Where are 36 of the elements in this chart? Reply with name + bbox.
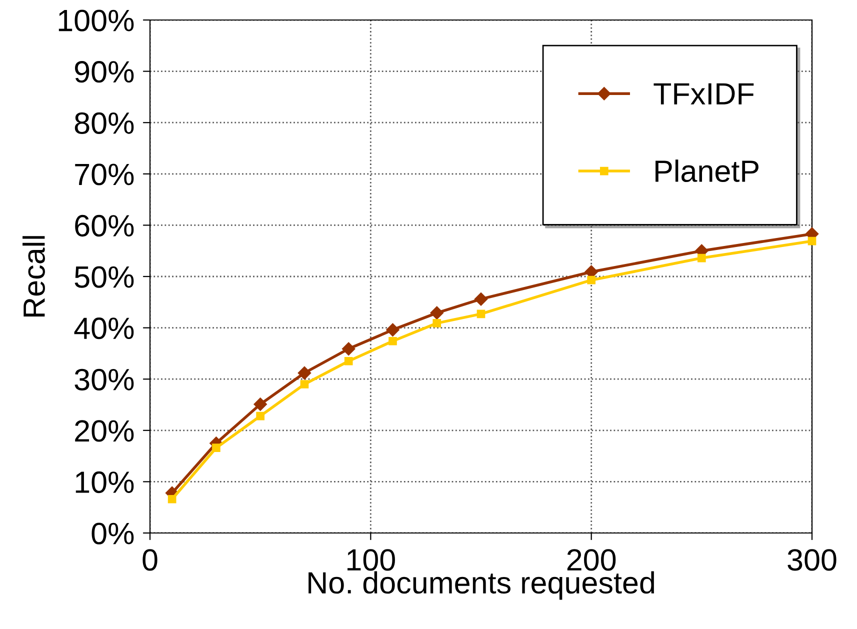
- y-tick-label: 10%: [76, 471, 134, 494]
- point: [587, 276, 596, 284]
- y-tick-label: 0%: [92, 522, 134, 544]
- x-tick-label: 0: [142, 549, 158, 571]
- y-tick-label: 20%: [75, 420, 134, 442]
- point: [432, 319, 442, 328]
- y-tick-label: 80%: [74, 112, 134, 134]
- x-tick-label: 200: [567, 549, 616, 571]
- point: [256, 412, 264, 420]
- y-tick-label: 30%: [74, 368, 134, 390]
- x-axis-title: No. documents requested: [308, 571, 654, 600]
- point: [344, 356, 353, 366]
- point: [212, 444, 220, 452]
- y-tick-label: 70%: [75, 164, 134, 186]
- point: [698, 254, 706, 262]
- x-tick-label: 300: [788, 549, 836, 571]
- point: [474, 292, 488, 306]
- y-tick-label: 90%: [75, 61, 134, 83]
- legend-label: PlanetP: [656, 160, 758, 182]
- legend-label: TFxIDF: [654, 83, 754, 104]
- point: [386, 323, 400, 336]
- point: [342, 342, 356, 356]
- point: [430, 306, 444, 320]
- x-tick-label: 100: [348, 549, 395, 571]
- point: [300, 380, 309, 388]
- point: [388, 336, 397, 346]
- point: [254, 398, 267, 411]
- point: [298, 366, 312, 380]
- y-tick-label: 60%: [75, 214, 134, 237]
- point: [808, 236, 816, 246]
- y-tick-label: 100%: [58, 10, 134, 32]
- y-tick-label: 40%: [74, 318, 134, 340]
- y-tick-label: 50%: [74, 266, 134, 288]
- point: [476, 310, 486, 318]
- y-axis-title: Recall: [22, 236, 45, 316]
- point: [168, 494, 176, 504]
